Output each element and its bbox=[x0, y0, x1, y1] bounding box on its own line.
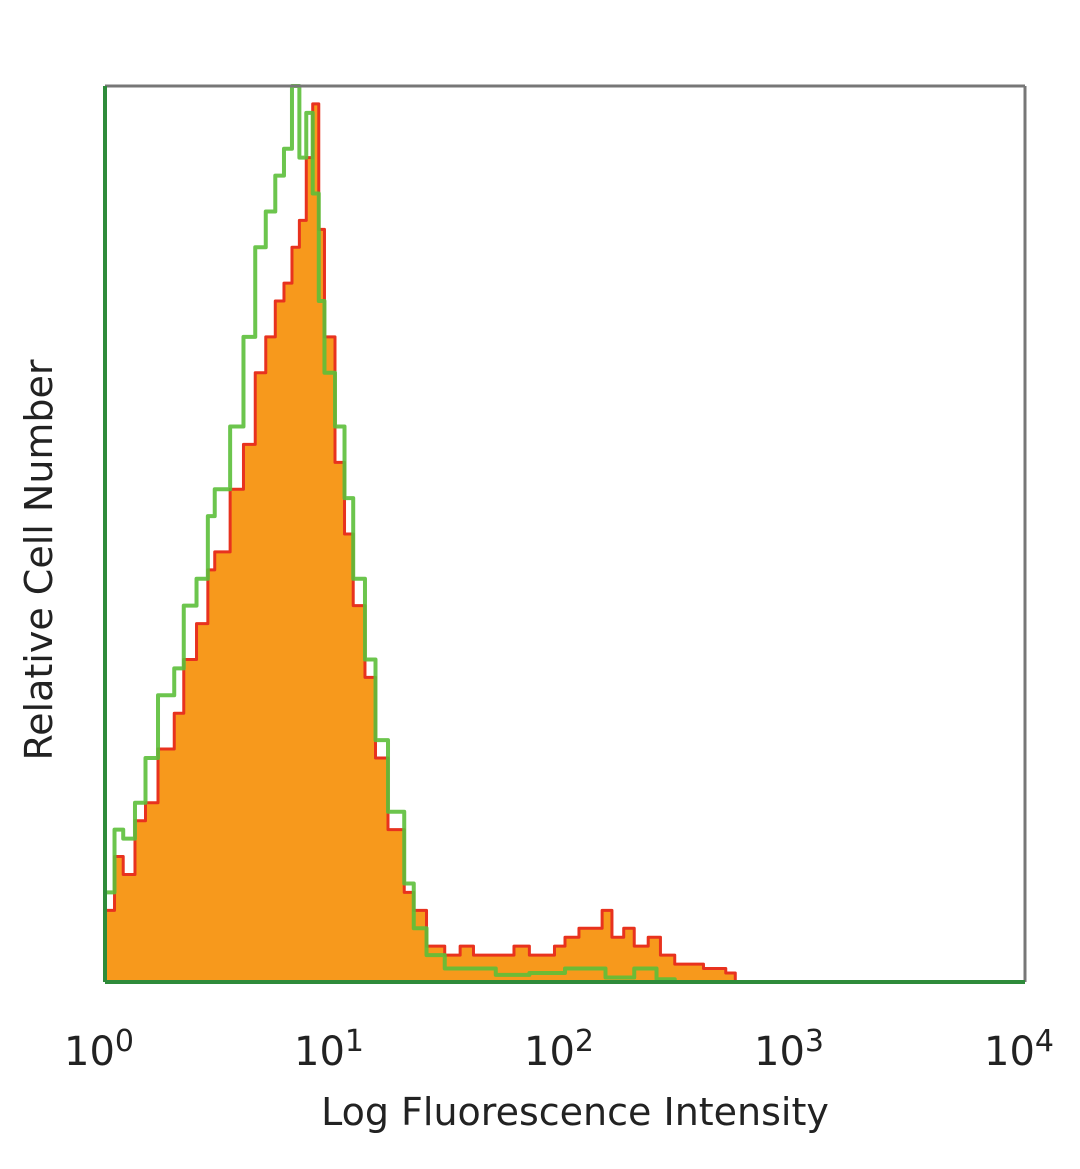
x-tick-label: 100 bbox=[64, 1024, 134, 1075]
plot-area bbox=[105, 84, 1025, 984]
x-tick-label: 102 bbox=[524, 1024, 594, 1075]
x-tick-label: 101 bbox=[294, 1024, 364, 1075]
series-0-fill bbox=[105, 103, 736, 983]
x-tick-label: 103 bbox=[754, 1024, 824, 1075]
x-axis-label: Log Fluorescence Intensity bbox=[321, 1090, 829, 1134]
x-tick-label: 104 bbox=[984, 1024, 1054, 1075]
plot-frame bbox=[103, 84, 1027, 984]
y-axis-label: Relative Cell Number bbox=[17, 359, 61, 760]
x-tick-labels: 100 101 102 103 104 bbox=[64, 1024, 1054, 1075]
series-1-line bbox=[105, 84, 1025, 984]
